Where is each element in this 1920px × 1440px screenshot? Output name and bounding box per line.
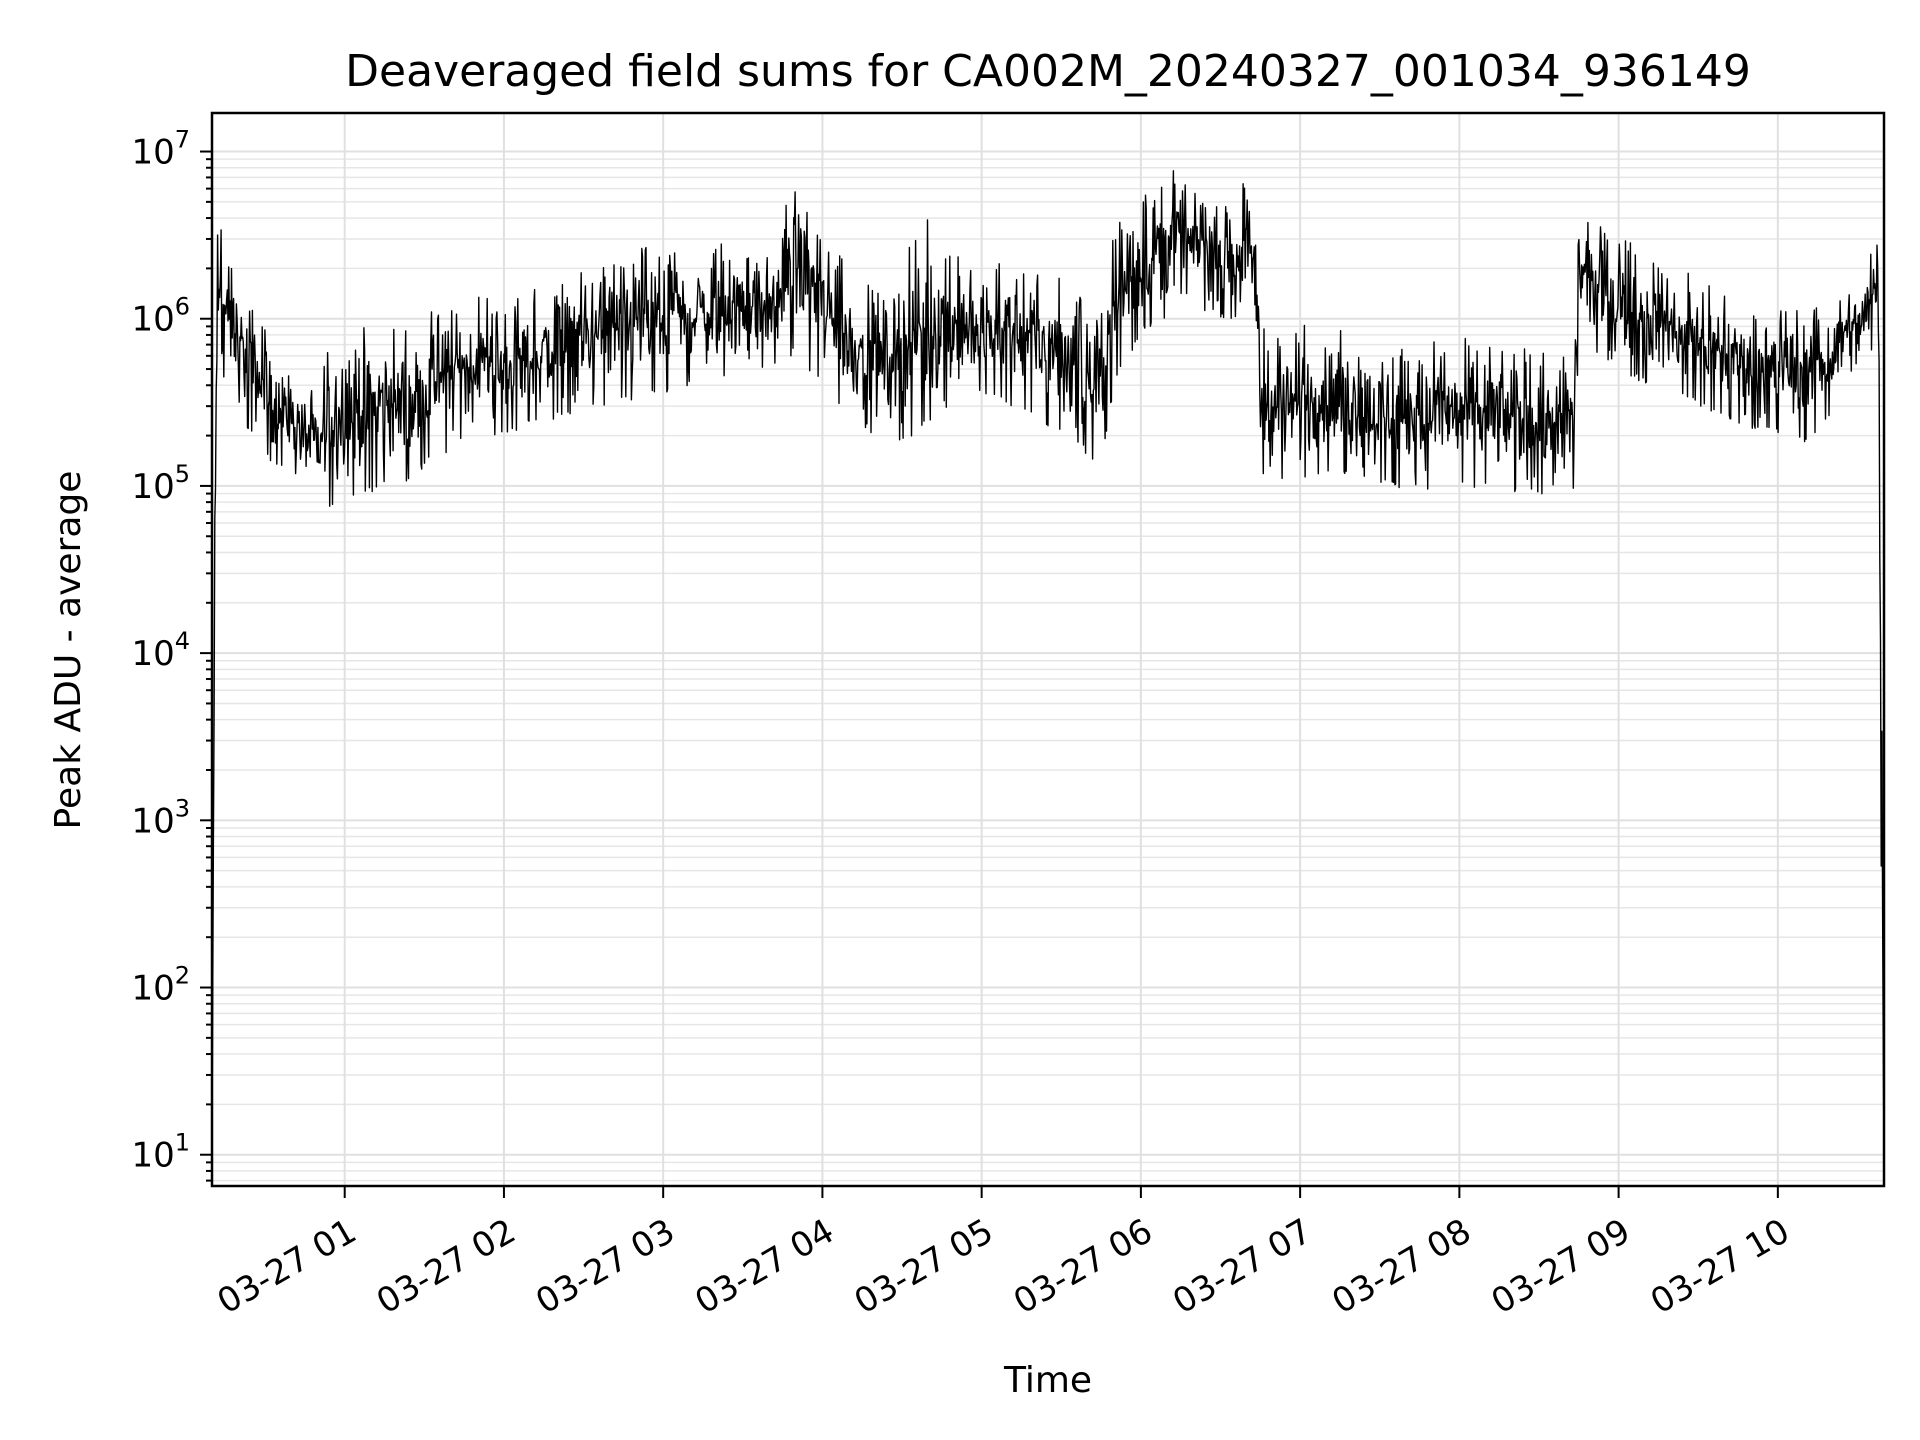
y-tick-label-exponent: 4 (175, 627, 190, 655)
y-axis-title: Peak ADU - average (48, 471, 89, 830)
data-line (211, 170, 1885, 1155)
y-tick-label-base: 10 (131, 467, 174, 507)
y-tick-label-base: 10 (131, 801, 174, 841)
y-tick-label-base: 10 (131, 1136, 174, 1176)
chart-title: Deaveraged field sums for CA002M_2024032… (345, 46, 1751, 97)
y-tick-label-exponent: 3 (175, 794, 190, 822)
y-tick-label: 102 (131, 962, 190, 1009)
y-tick-label-exponent: 7 (175, 126, 190, 154)
y-tick-label-base: 10 (131, 133, 174, 173)
y-tick-label-base: 10 (131, 969, 174, 1009)
y-tick-label-exponent: 2 (175, 962, 190, 990)
y-tick-label: 103 (131, 794, 190, 841)
y-tick-label: 105 (131, 460, 190, 507)
plot-area-frame (210, 111, 1886, 1188)
axis-ticks (200, 150, 1779, 1198)
y-tick-label-base: 10 (131, 300, 174, 340)
y-tick-label-base: 10 (131, 634, 174, 674)
y-tick-label-exponent: 5 (175, 460, 190, 488)
y-tick-label: 106 (131, 293, 190, 340)
y-tick-label: 104 (131, 627, 190, 674)
y-tick-label: 101 (131, 1129, 190, 1176)
x-axis-title: Time (1003, 1360, 1092, 1401)
grid (212, 113, 1884, 1186)
y-tick-label-exponent: 6 (175, 293, 190, 321)
data-series (211, 170, 1885, 1155)
y-tick-label-exponent: 1 (175, 1129, 190, 1157)
y-tick-label: 107 (131, 126, 190, 173)
